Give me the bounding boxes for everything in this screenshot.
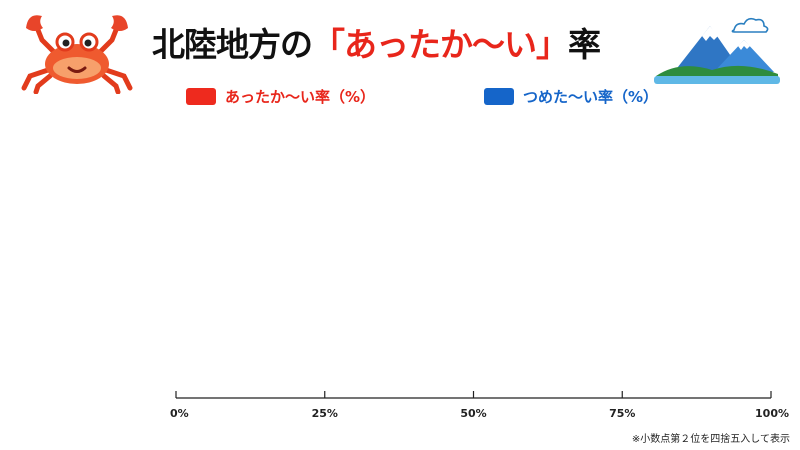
footnote: ※小数点第２位を四捨五入して表示 <box>631 434 790 445</box>
x-tick-label: 50% <box>460 407 486 420</box>
x-tick-label: 75% <box>609 407 635 420</box>
x-tick-label: 0% <box>170 407 189 420</box>
title-close-bracket: 」 <box>536 25 569 64</box>
crab-icon <box>18 12 136 98</box>
legend-item-warm: あったか〜い率（%） <box>186 85 375 107</box>
legend-label-warm: あったか〜い率（%） <box>225 87 376 106</box>
x-tick-label: 100% <box>755 407 789 420</box>
legend-swatch-cool <box>484 87 514 105</box>
title-suffix: 率 <box>568 25 601 64</box>
legend-swatch-warm <box>186 87 216 105</box>
title-prefix: 北陸地方の <box>152 25 313 64</box>
legend-label-cool: つめた〜い率（%） <box>523 87 659 106</box>
page-title: 北陸地方の 「 あったか〜い 」 率 <box>152 14 601 70</box>
x-tick-label: 25% <box>312 407 338 420</box>
legend-item-cool: つめた〜い率（%） <box>484 85 658 107</box>
title-highlight: あったか〜い <box>344 25 537 64</box>
bar-chart: 0% 25% 50% 75% 100% <box>170 391 789 420</box>
header: 北陸地方の 「 あったか〜い 」 率 あったか〜い率（%） つめた〜い率（%） <box>0 0 800 116</box>
chart-area: 0% 25% 50% 75% 100% <box>0 116 800 450</box>
title-open-bracket: 「 <box>312 25 345 64</box>
mountain-landscape-icon <box>652 12 782 90</box>
